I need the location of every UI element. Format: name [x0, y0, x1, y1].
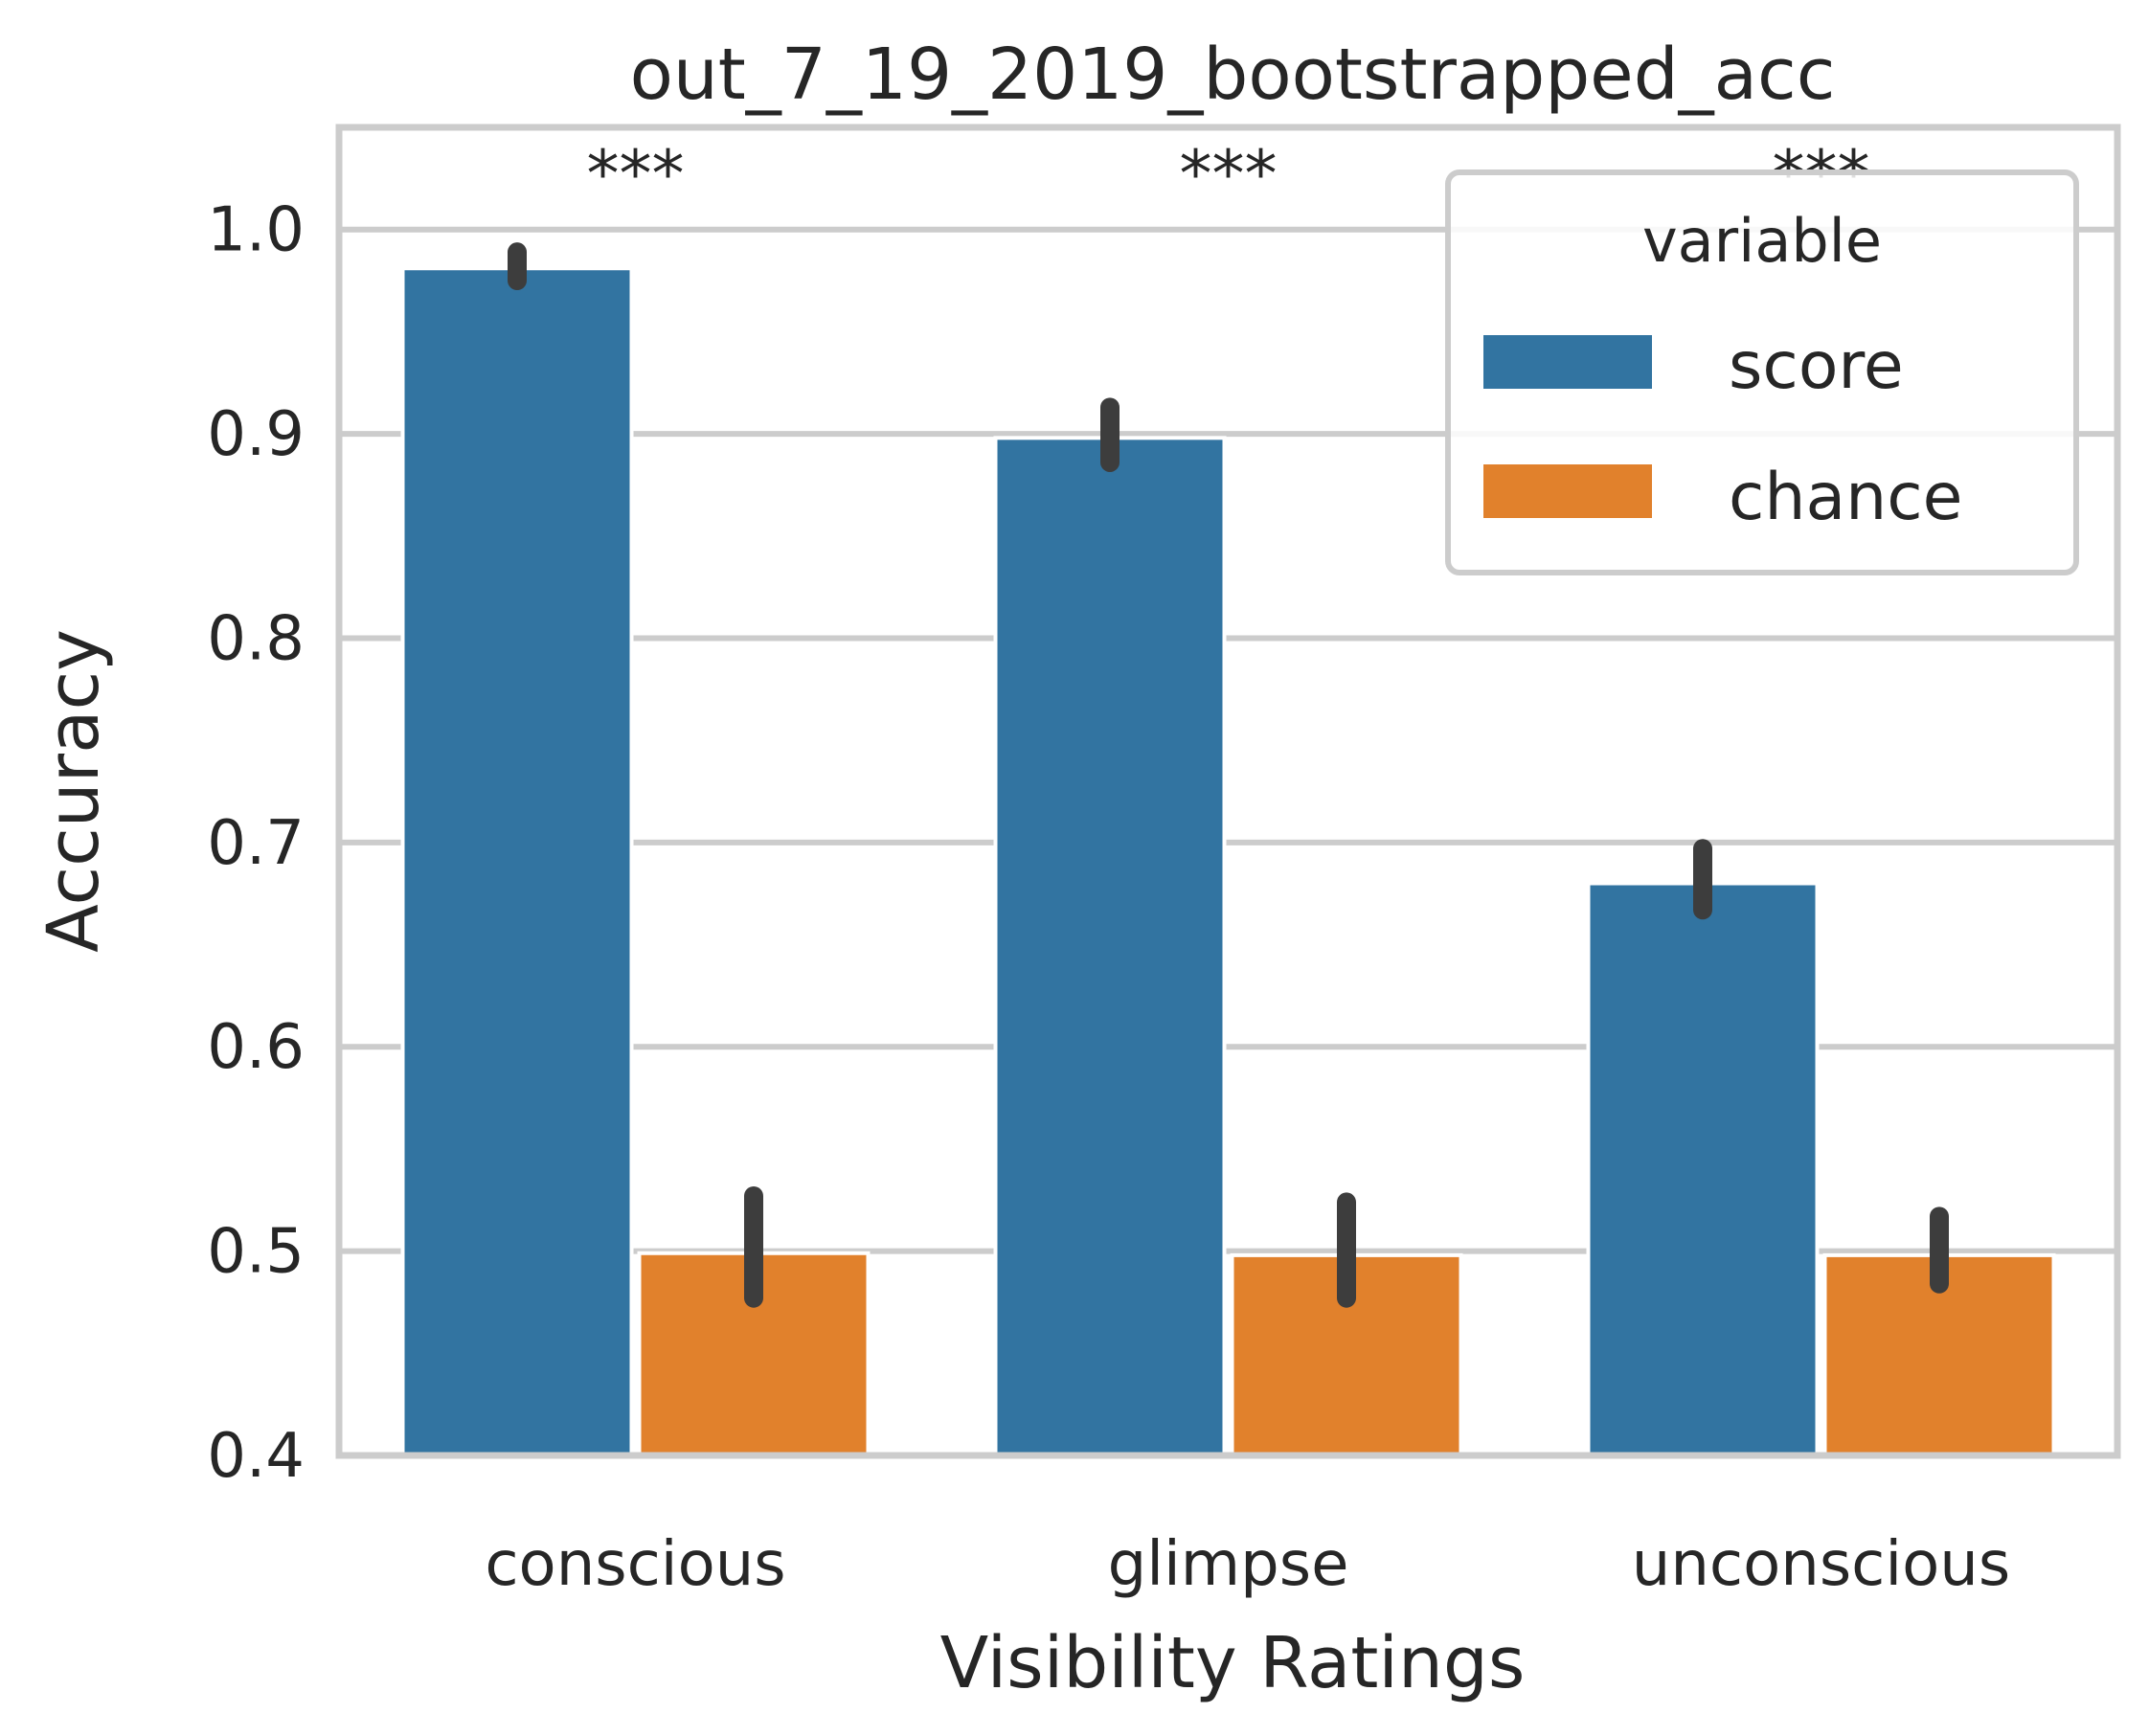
y-tick-label-1.0: 1.0	[207, 195, 305, 266]
bar-score-unconscious	[1586, 881, 1820, 1457]
gridlines	[339, 226, 2117, 1458]
chart-title: out_7_19_2019_bootstrapped_acc	[630, 34, 1836, 116]
x-tick-label-glimpse: glimpse	[1108, 1529, 1349, 1600]
significance-annotation-glimpse: ***	[1180, 137, 1278, 213]
legend-swatch-score	[1483, 335, 1652, 389]
y-tick-label-0.7: 0.7	[207, 808, 305, 879]
x-axis-title: Visibility Ratings	[940, 1622, 1526, 1704]
legend-label-score: score	[1729, 328, 1904, 404]
legend-title: variable	[1642, 206, 1882, 276]
y-tick-label-0.4: 0.4	[207, 1421, 305, 1492]
x-tick-label-conscious: conscious	[485, 1529, 785, 1600]
y-tick-label-0.6: 0.6	[207, 1012, 305, 1083]
legend: variable score chance	[1445, 169, 2079, 575]
y-tick-label-0.5: 0.5	[207, 1217, 305, 1288]
y-axis-title: Accuracy	[33, 629, 115, 953]
y-tick-label-0.9: 0.9	[207, 399, 305, 470]
x-tick-labels: conscious glimpse unconscious	[485, 1529, 2010, 1600]
plot-frame	[335, 124, 2121, 1459]
y-tick-label-0.8: 0.8	[207, 603, 305, 674]
legend-swatch-chance	[1483, 464, 1652, 518]
x-tick-label-unconscious: unconscious	[1632, 1529, 2010, 1600]
y-tick-labels: 0.4 0.5 0.6 0.7 0.8 0.9 1.0	[207, 195, 305, 1492]
bar-score-conscious	[400, 266, 634, 1458]
error-bars	[508, 242, 1949, 1308]
legend-label-chance: chance	[1729, 460, 1962, 535]
bar-score-glimpse	[993, 436, 1227, 1457]
significance-annotation-conscious: ***	[587, 137, 685, 213]
